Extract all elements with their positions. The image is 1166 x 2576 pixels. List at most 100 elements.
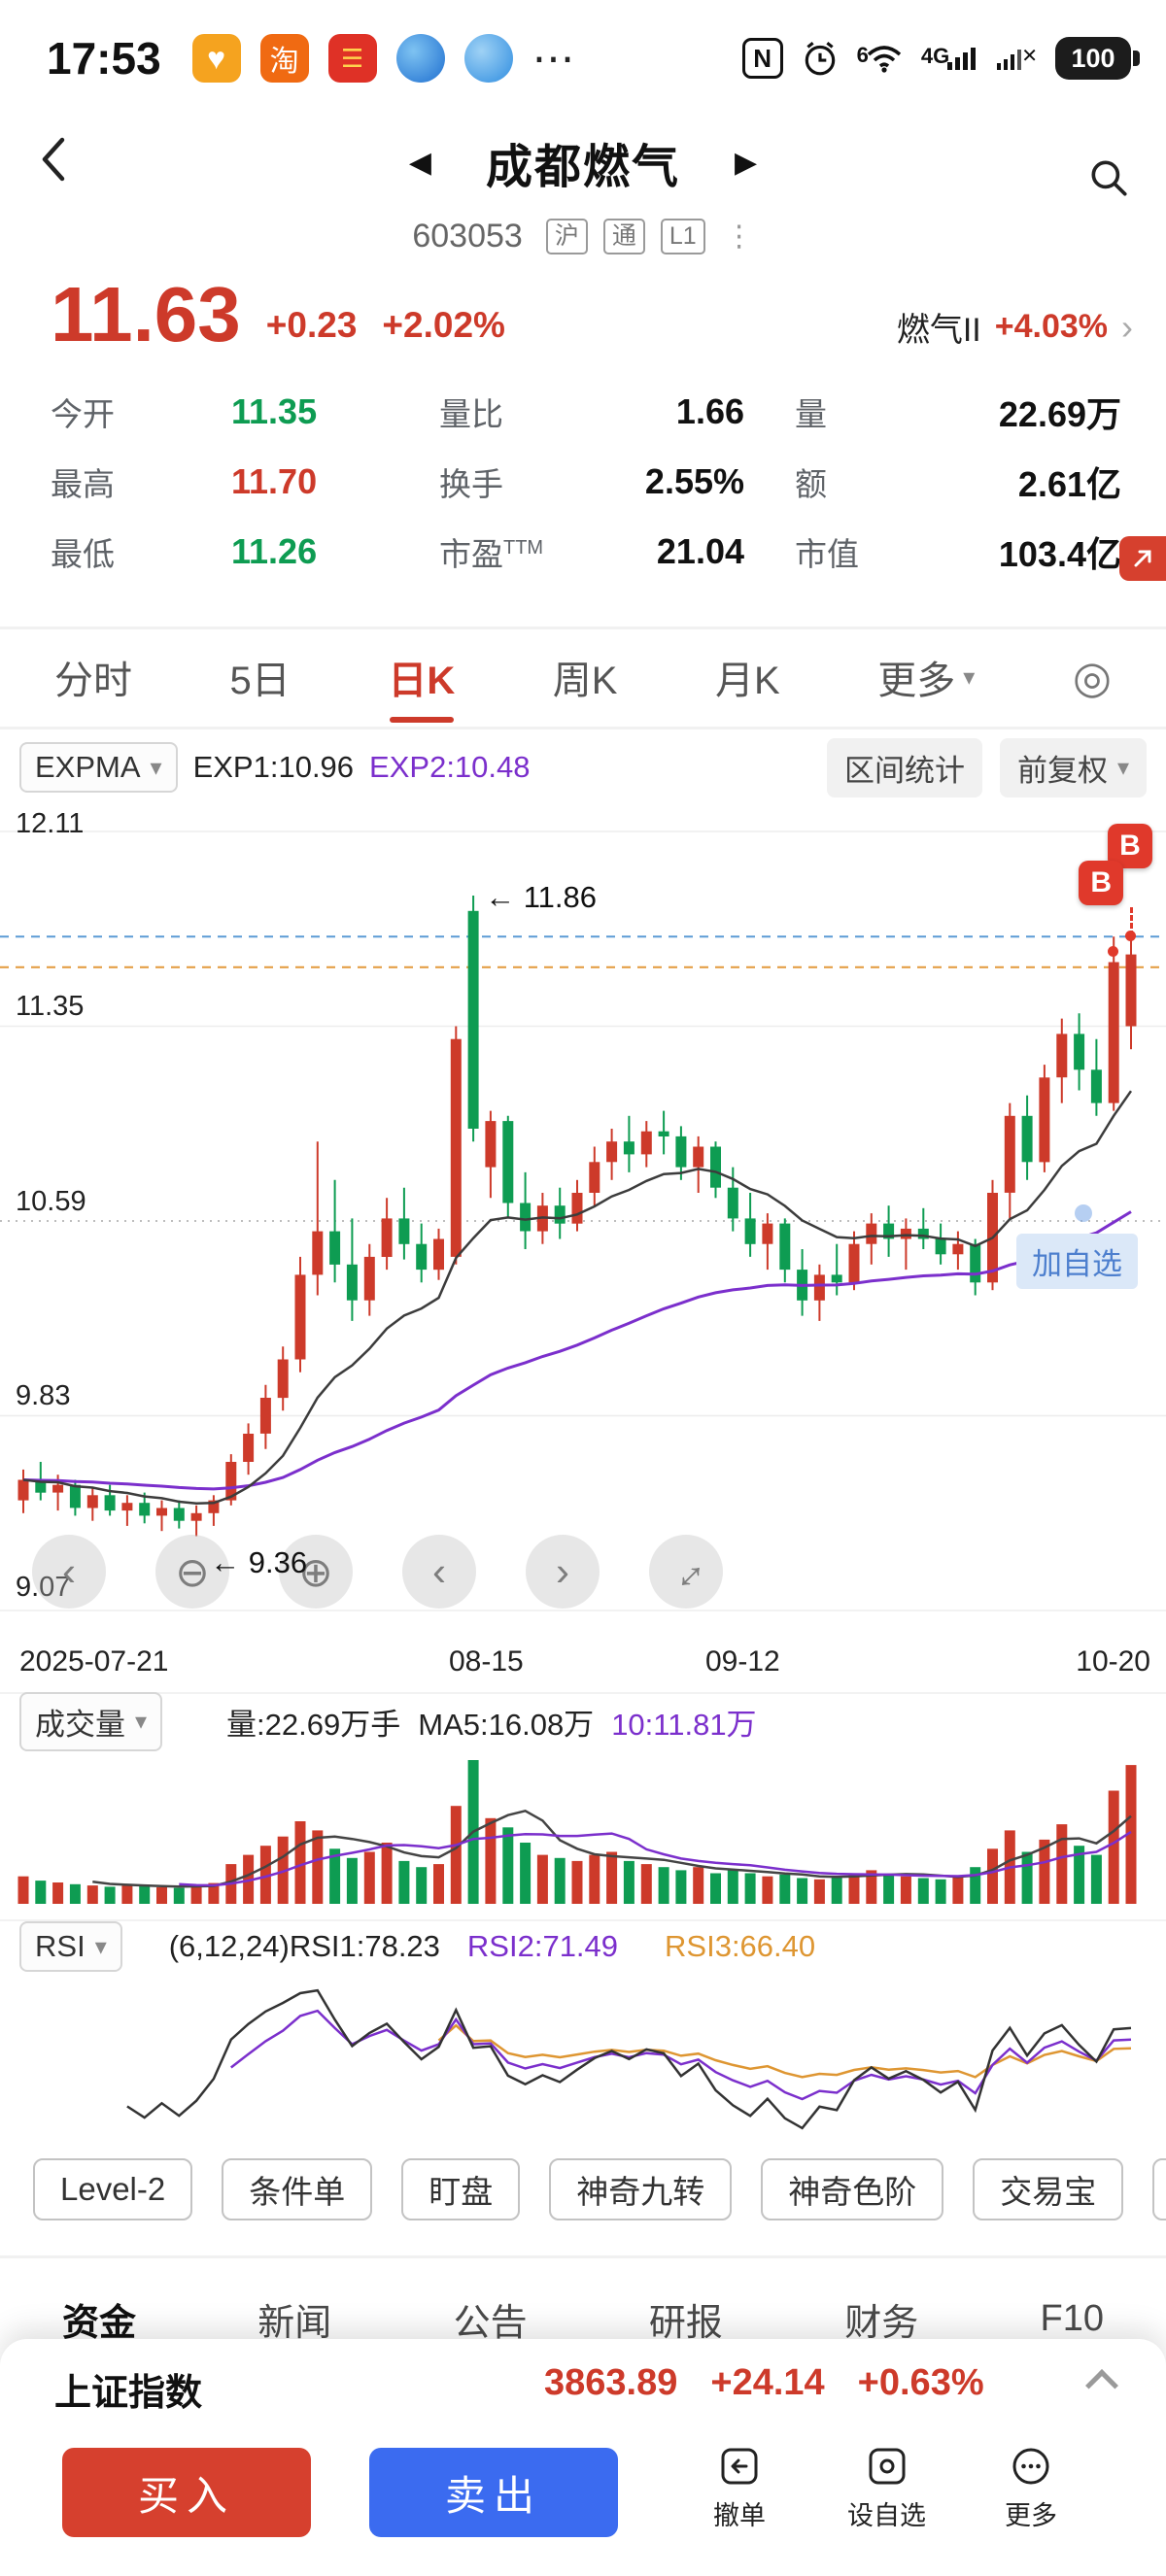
kline-settings-icon[interactable]: ◎ bbox=[1072, 652, 1112, 702]
set-watchlist-button[interactable]: 设自选 bbox=[847, 2444, 926, 2532]
y-axis-label: 11.35 bbox=[16, 991, 85, 1022]
x-axis-labels: 2025-07-21 08-15 09-12 10-20 bbox=[0, 1645, 1166, 1682]
index-change-pct: +0.63% bbox=[857, 2362, 984, 2403]
pan-left-button[interactable]: ‹ bbox=[32, 1535, 106, 1609]
stat-market-cap: 市值 103.4亿 bbox=[795, 534, 1121, 574]
landscape-toggle-button[interactable] bbox=[1119, 536, 1166, 581]
tab-monthly-k[interactable]: 月K bbox=[715, 660, 780, 702]
signal-bars-icon-2 bbox=[997, 50, 1022, 70]
tab-f10[interactable]: F10 bbox=[1040, 2297, 1104, 2339]
x-axis-label: 09-12 bbox=[705, 1645, 780, 1678]
collapse-icon[interactable] bbox=[1085, 2369, 1118, 2402]
tab-announcements[interactable]: 公告 bbox=[453, 2302, 528, 2344]
volume-chart[interactable] bbox=[0, 1750, 1166, 1908]
nfc-icon: N bbox=[741, 38, 783, 79]
signal-bars-icon bbox=[947, 48, 977, 70]
zoom-in-button[interactable]: ⊕ bbox=[279, 1535, 353, 1609]
divider bbox=[0, 2255, 1166, 2258]
tab-news[interactable]: 新闻 bbox=[257, 2302, 332, 2344]
conditional-order-button[interactable]: 条件单 bbox=[222, 2158, 373, 2220]
chevron-down-icon: ▾ bbox=[963, 663, 976, 691]
rsi-chart[interactable] bbox=[0, 1974, 1166, 2145]
add-watchlist-hint[interactable]: 加自选 bbox=[1016, 1234, 1138, 1289]
prev-stock-icon[interactable]: ◀ bbox=[408, 146, 431, 179]
alarm-icon bbox=[805, 41, 835, 76]
chevron-down-icon: ▾ bbox=[135, 1708, 148, 1735]
zoom-out-button[interactable]: ⊖ bbox=[155, 1535, 229, 1609]
rsi-indicator-dropdown[interactable]: RSI ▾ bbox=[19, 1921, 122, 1972]
fullscreen-button[interactable]: ↔ bbox=[649, 1535, 723, 1609]
chevron-down-icon: ▾ bbox=[94, 1933, 107, 1960]
tab-minute[interactable]: 分时 bbox=[54, 660, 132, 702]
magic-nine-button[interactable]: 神奇九转 bbox=[549, 2158, 733, 2220]
quote-stats: 今开 11.35 量比 1.66 量 22.69万 最高 11.70 换手 2.55% 额… bbox=[51, 377, 1123, 587]
cancel-order-icon bbox=[721, 2448, 758, 2485]
quote-info-icon[interactable]: ⋮ bbox=[724, 220, 754, 253]
stat-high: 最高 11.70 bbox=[51, 461, 318, 502]
signal-dot-2 bbox=[1108, 946, 1119, 958]
more-actions-button[interactable]: 更多 bbox=[1005, 2444, 1057, 2532]
tab-weekly-k[interactable]: 周K bbox=[552, 660, 618, 702]
signal-sim1: 4G bbox=[921, 44, 978, 73]
level2-button[interactable]: Level-2 bbox=[33, 2158, 193, 2220]
tab-financials[interactable]: 财务 bbox=[844, 2302, 919, 2344]
tab-funds[interactable]: 资金 bbox=[62, 2302, 137, 2344]
exp2-value: EXP2:10.48 bbox=[369, 750, 531, 784]
search-icon bbox=[1091, 160, 1127, 196]
volume-indicator-dropdown[interactable]: 成交量 ▾ bbox=[19, 1691, 163, 1751]
price-change-pct: +2.02% bbox=[382, 305, 505, 345]
chevron-down-icon: ▾ bbox=[1116, 754, 1129, 781]
current-price: 11.63 bbox=[51, 271, 241, 357]
exp1-value: EXP1:10.96 bbox=[192, 750, 355, 784]
buy-signal-badge-2: B bbox=[1079, 861, 1124, 905]
prev-button[interactable]: ‹ bbox=[402, 1535, 476, 1609]
stat-pe: 市盈TTM 21.04 bbox=[439, 531, 744, 572]
tab-daily-k[interactable]: 日K bbox=[388, 649, 455, 705]
candlestick-chart[interactable]: 12.11 11.35 10.59 9.83 9.07 ← 11.86 ← 9.… bbox=[0, 802, 1166, 1644]
index-name[interactable]: 上证指数 bbox=[54, 2373, 203, 2414]
sell-button[interactable]: 卖出 bbox=[369, 2448, 618, 2537]
search-button[interactable] bbox=[1086, 155, 1131, 205]
no-signal-x-icon: ✕ bbox=[1021, 46, 1038, 67]
sector-link[interactable]: 燃气II +4.03% › bbox=[897, 303, 1133, 351]
tab-research[interactable]: 研报 bbox=[648, 2302, 723, 2344]
clipped-feature-button[interactable] bbox=[1152, 2158, 1166, 2220]
cancel-order-button[interactable]: 撤单 bbox=[713, 2444, 766, 2532]
range-stats-button[interactable]: 区间统计 bbox=[826, 737, 982, 797]
tab-5day[interactable]: 5日 bbox=[229, 660, 291, 702]
trade-treasure-button[interactable]: 交易宝 bbox=[973, 2158, 1124, 2220]
main-indicator-dropdown[interactable]: EXPMA ▾ bbox=[19, 742, 178, 793]
set-watchlist-icon bbox=[869, 2448, 905, 2485]
stat-turnover: 换手 2.55% bbox=[439, 461, 744, 502]
volume-canvas bbox=[0, 1750, 1166, 1913]
x-axis-label: 08-15 bbox=[449, 1645, 524, 1678]
content-tabs: 资金 新闻 公告 研报 财务 F10 bbox=[0, 2285, 1166, 2353]
blue-app-icon-2 bbox=[463, 34, 513, 83]
red-app-icon: ☰ bbox=[327, 34, 377, 83]
magic-gradient-button[interactable]: 神奇色阶 bbox=[761, 2158, 944, 2220]
chevron-down-icon: ▾ bbox=[150, 754, 162, 781]
index-value: 3863.89 bbox=[544, 2362, 678, 2403]
page-title: 成都燃气 bbox=[485, 142, 680, 193]
y-axis-label: 9.07 bbox=[16, 1572, 71, 1603]
chevron-right-icon: › bbox=[1121, 306, 1133, 347]
wifi-group: 6 bbox=[857, 43, 904, 74]
title-row: ◀ 成都燃气 ▶ bbox=[0, 128, 1166, 196]
wifi-icon bbox=[867, 46, 902, 73]
volume-value: 量:22.69万手 bbox=[226, 1707, 401, 1742]
next-stock-icon[interactable]: ▶ bbox=[735, 146, 758, 179]
tab-more[interactable]: 更多 ▾ bbox=[877, 660, 976, 702]
signal-dash-line bbox=[1130, 907, 1133, 937]
adjustment-dropdown[interactable]: 前复权 ▾ bbox=[999, 737, 1147, 797]
watch-market-button[interactable]: 盯盘 bbox=[401, 2158, 521, 2220]
stat-open: 今开 11.35 bbox=[51, 391, 318, 432]
rsi3-value: RSI3:66.40 bbox=[665, 1929, 816, 1963]
expand-arrow-icon bbox=[1134, 550, 1151, 567]
back-icon bbox=[42, 137, 65, 182]
candlestick-canvas bbox=[0, 802, 1166, 1648]
next-button[interactable]: › bbox=[526, 1535, 600, 1609]
buy-button[interactable]: 买入 bbox=[62, 2448, 311, 2537]
back-button[interactable] bbox=[33, 132, 72, 191]
stock-subheader: 603053 沪 通 L1 ⋮ bbox=[0, 218, 1166, 255]
signal-sim2: ✕ bbox=[996, 44, 1038, 73]
